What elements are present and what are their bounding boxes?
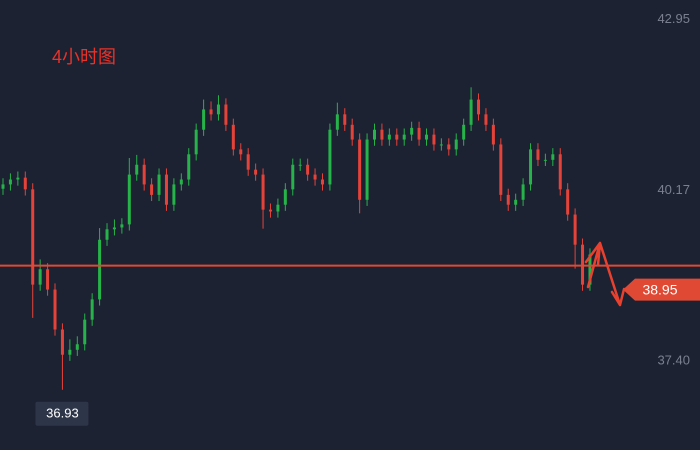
candle-body [551,154,555,160]
candle-body [90,299,94,320]
candle-body [402,134,406,140]
candle-body [261,174,265,210]
candle-body [142,164,146,185]
chart-title: 4小时图 [52,47,116,67]
candle-body [291,164,295,190]
candle-body [127,174,131,225]
candle-body [380,129,384,140]
low-tag [35,401,89,426]
candle-body [194,129,198,155]
candle-body [283,189,287,205]
candle-body [335,114,339,130]
candle-body [31,189,35,285]
candle-body [425,134,429,140]
candle-body [172,184,176,205]
candle-body [491,124,495,145]
candle-body [239,149,243,155]
candle-body [439,144,443,146]
candle-body [75,344,79,350]
candle-body [358,139,362,200]
candle-body [454,139,458,150]
candle-body [53,289,57,330]
candle-body [224,104,228,125]
candle-body [8,179,12,185]
candle-body [447,144,451,150]
candle-body [536,149,540,160]
annotation-arrow [584,241,626,307]
candle-body [313,174,317,180]
candle-body [98,239,102,300]
candle-body [320,179,324,185]
candle-body [432,134,436,145]
candle-body [558,154,562,190]
candle-body [105,229,109,240]
candle-body [68,349,72,355]
candle-body [387,134,391,140]
candle-body [164,174,168,205]
candle-body [506,194,510,205]
candle-body [469,99,473,125]
price-tag-label: 38.95 [642,281,677,297]
candle-body [462,124,466,140]
candle-body [395,134,399,140]
candle-body [112,227,116,230]
candle-body [484,114,488,125]
candle-body [187,154,191,180]
candle-body [566,189,570,215]
candle-body [60,329,64,355]
candle-body [46,269,50,290]
candle-body [157,174,161,195]
candle-body [216,104,220,115]
low-tag-label: 36.93 [46,406,79,421]
candle-body [543,159,547,161]
candle-body [254,169,258,175]
candle-body [135,164,139,175]
candle-body [588,254,592,285]
candle-body [529,149,533,185]
candle-body [477,99,481,115]
y-tick-label: 37.40 [657,352,690,367]
price-tag [623,278,700,301]
candle-body [417,127,421,140]
candle-body [83,319,87,345]
candle-body [521,184,525,200]
candle-body [179,179,183,185]
candle-body [573,214,577,245]
candle-body [306,164,310,175]
candle-body [38,269,42,285]
y-tick-label: 40.17 [657,182,690,197]
candle-body [23,177,27,190]
candle-body [268,209,272,212]
candle-body [514,199,518,205]
candle-body [246,154,250,170]
candle-body [328,129,332,185]
candle-body [231,124,235,150]
candle-body [350,124,354,140]
candle-body [365,139,369,200]
candle-body [202,109,206,130]
candle-body [410,127,414,135]
candle-body [499,144,503,195]
candle-body [298,164,302,166]
candle-body [150,184,154,195]
candle-body [276,204,280,212]
candle-body [373,129,376,140]
candle-body [120,224,124,228]
candle-body [343,114,347,125]
candle-body [16,177,20,180]
candle-body [209,109,213,115]
y-tick-label: 42.95 [657,11,690,26]
candle-body [1,184,5,189]
